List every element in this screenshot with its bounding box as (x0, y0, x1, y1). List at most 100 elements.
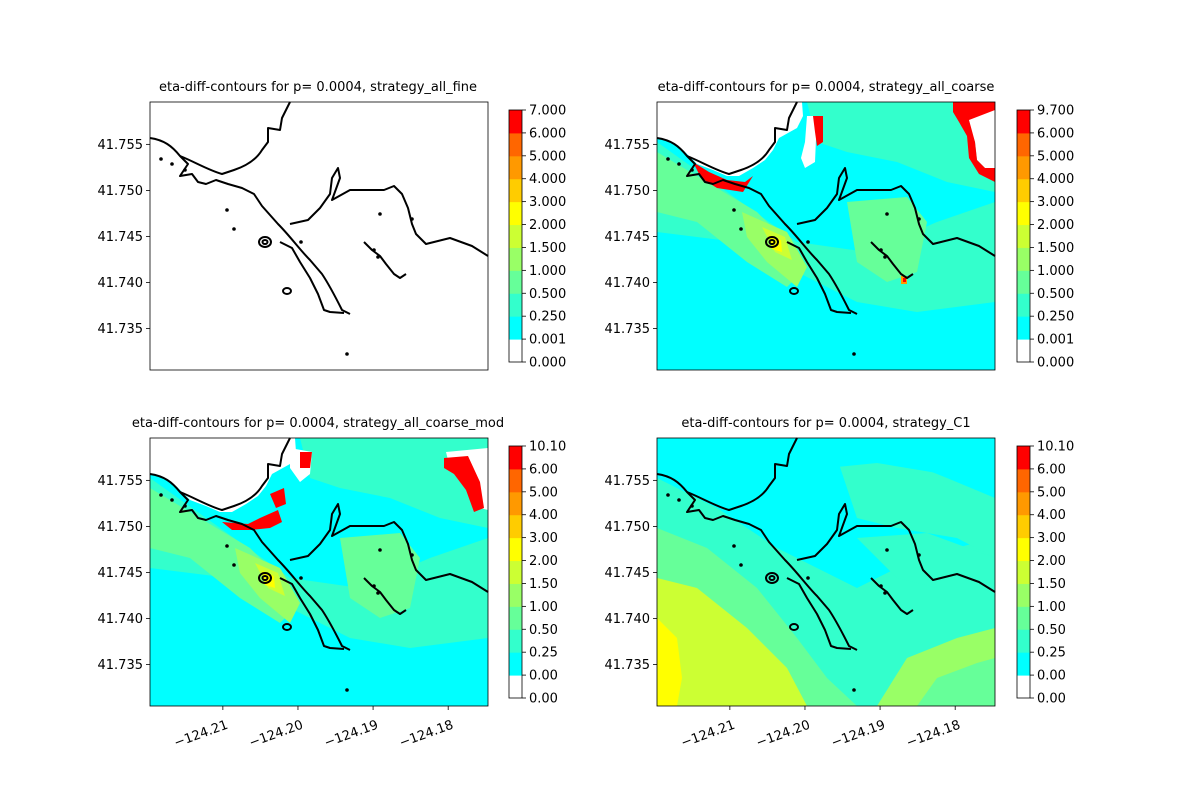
islet-south (282, 623, 292, 631)
colorbar-segment (509, 468, 522, 493)
islet-ring (258, 572, 272, 584)
islet-dot (852, 688, 856, 692)
islet-dot (885, 548, 889, 552)
colorbar-segment (509, 537, 522, 562)
islet-dot (666, 157, 670, 161)
y-tick-label: 41.740 (98, 276, 144, 291)
colorbar: 0.00 0.00 0.25 0.50 1.00 1.50 2.00 3.00 4.00 5.00… (1016, 440, 1074, 707)
islet-dot (410, 217, 414, 221)
colorbar-tick-label: 5.00 (529, 485, 558, 500)
colorbar-tick-label: 1.000 (529, 264, 566, 279)
colorbar-segment (509, 247, 522, 271)
colorbar-segment (1017, 514, 1030, 539)
islet-dot (806, 576, 810, 580)
y-tick-label: 41.745 (98, 230, 144, 245)
panel-title: eta-diff-contours for p= 0.0004, strateg… (132, 416, 504, 431)
islet-south (282, 287, 292, 295)
y-tick-label: 41.755 (98, 138, 144, 153)
coastline-north-shore (149, 137, 351, 315)
colorbar-tick-label: 0.001 (529, 333, 566, 348)
islet-south (789, 623, 799, 631)
islet-dot (376, 591, 380, 595)
colorbar-segment (509, 110, 522, 134)
colorbar-segment (1017, 224, 1030, 248)
coastline-north-headland (686, 437, 798, 511)
y-tick-label: 41.750 (605, 520, 651, 535)
coastline (149, 101, 489, 356)
colorbar-segment (509, 155, 522, 180)
contour-blank-region (801, 116, 817, 168)
contour-patch (903, 278, 906, 282)
colorbar-tick-label: 1.500 (529, 241, 566, 256)
colorbar-tick-label: 6.000 (529, 126, 566, 141)
contour-hotspot (300, 452, 312, 468)
coastline-north-shore (656, 473, 858, 651)
colorbar-tick-label: 0.00 (1037, 692, 1066, 707)
y-tick-label: 41.750 (98, 520, 144, 535)
islet-dot (372, 248, 376, 252)
coastline-north-shore (656, 137, 858, 315)
coastline-bay-inner (870, 577, 914, 615)
colorbar-tick-label: 3.000 (529, 195, 566, 210)
contour-hotspot (953, 102, 995, 182)
colorbar-tick-label: 1.00 (529, 600, 558, 615)
colorbar-segment (1017, 316, 1030, 340)
colorbar-segment (509, 132, 522, 157)
contour-band (807, 438, 995, 488)
colorbar-tick-label: 4.00 (529, 508, 558, 523)
colorbar-frame (508, 109, 523, 363)
colorbar-segment (1017, 583, 1030, 607)
islet-dot (183, 168, 187, 172)
coastline-north-shore (149, 473, 351, 651)
islet-dot (410, 553, 414, 557)
islet-dot (885, 212, 889, 216)
colorbar-tick-label: 0.001 (1037, 333, 1074, 348)
colorbar-segment (1017, 339, 1030, 363)
colorbar-tick-label: 0.00 (1037, 669, 1066, 684)
colorbar-segment (509, 583, 522, 607)
colorbar-tick-label: 4.000 (1037, 172, 1074, 187)
coastline-spit (279, 577, 345, 650)
islet-dot (183, 504, 187, 508)
colorbar-frame (1016, 109, 1031, 363)
contour-field (657, 438, 995, 706)
y-tick-label: 41.740 (605, 612, 651, 627)
colorbar-tick-label: 6.00 (1037, 462, 1066, 477)
colorbar-tick-label: 5.000 (1037, 149, 1074, 164)
islet-dot (883, 591, 887, 595)
colorbar-segment (509, 675, 522, 699)
axes-frame (149, 437, 489, 707)
islet-dot (232, 227, 236, 231)
colorbar-segment (1017, 132, 1030, 157)
colorbar-tick-label: 5.000 (529, 149, 566, 164)
colorbar-tick-label: 2.00 (1037, 554, 1066, 569)
colorbar: 0.00 0.00 0.25 0.50 1.00 1.50 2.00 3.00 4.00 5.00… (508, 440, 566, 707)
colorbar-segment (509, 293, 522, 317)
islet-ring-inner (261, 239, 269, 245)
colorbar-segment (509, 316, 522, 340)
islet-dot (677, 162, 681, 166)
colorbar-segment (1017, 629, 1030, 653)
y-tick-label: 41.745 (605, 230, 651, 245)
islet-dot (345, 352, 349, 356)
colorbar-segment (1017, 606, 1030, 630)
colorbar-segment (1017, 293, 1030, 317)
contour-blank-region (150, 438, 296, 512)
islet-dot (225, 544, 229, 548)
coastline-bay-east (289, 503, 489, 593)
axes-frame (656, 101, 996, 371)
islet-ring-inner (768, 239, 776, 245)
islet-ring-inner (261, 575, 269, 581)
islet-dot (806, 240, 810, 244)
y-tick-label: 41.745 (605, 566, 651, 581)
colorbar-tick-label: 3.00 (529, 531, 558, 546)
colorbar-segment (509, 178, 522, 203)
colorbar-tick-label: 0.25 (1037, 646, 1066, 661)
contour-blank-region (657, 102, 803, 176)
islet-ring (258, 236, 272, 248)
colorbar-tick-label: 10.10 (1037, 440, 1074, 455)
contour-band (657, 618, 682, 706)
panel-title: eta-diff-contours for p= 0.0004, strateg… (658, 80, 995, 95)
coastline-north-headland (179, 101, 291, 175)
islet-dot (917, 553, 921, 557)
